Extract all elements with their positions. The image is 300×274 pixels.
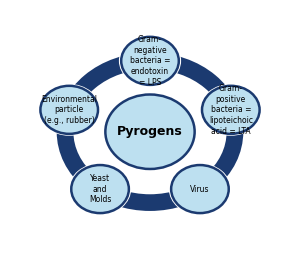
Ellipse shape bbox=[71, 165, 129, 213]
Text: Pyrogens: Pyrogens bbox=[117, 125, 183, 138]
Ellipse shape bbox=[202, 86, 260, 134]
Ellipse shape bbox=[69, 163, 131, 215]
Ellipse shape bbox=[38, 84, 100, 136]
Text: Yeast
and
Molds: Yeast and Molds bbox=[89, 174, 111, 204]
Ellipse shape bbox=[171, 165, 229, 213]
Text: Gram-
negative
bacteria =
endotoxin
= LPS: Gram- negative bacteria = endotoxin = LP… bbox=[130, 35, 170, 87]
Ellipse shape bbox=[40, 86, 98, 134]
Text: Gram-
positive
bacteria =
lipoteichoic
acid = LTA: Gram- positive bacteria = lipoteichoic a… bbox=[209, 84, 253, 136]
Ellipse shape bbox=[105, 95, 195, 169]
Text: Environmental
particle
(e.g., rubber): Environmental particle (e.g., rubber) bbox=[41, 95, 97, 125]
Text: Virus: Virus bbox=[190, 185, 210, 193]
Ellipse shape bbox=[200, 84, 262, 136]
Ellipse shape bbox=[119, 35, 181, 87]
Ellipse shape bbox=[121, 37, 179, 85]
Ellipse shape bbox=[102, 92, 198, 172]
Ellipse shape bbox=[169, 163, 231, 215]
